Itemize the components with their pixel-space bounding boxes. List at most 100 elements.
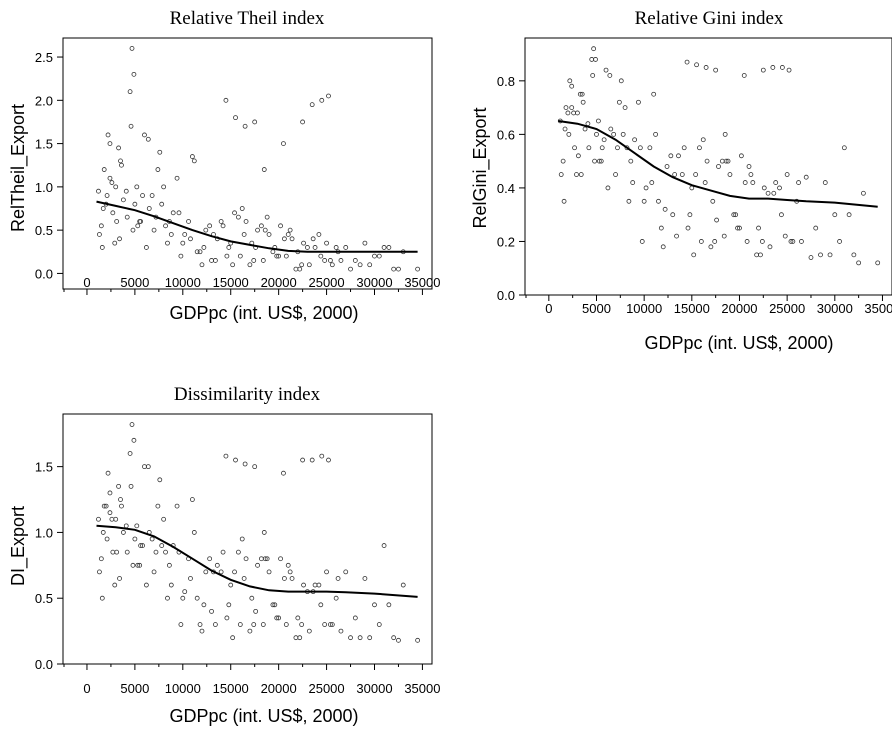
data-point (140, 543, 145, 548)
data-point (197, 249, 203, 255)
x-tick-label: 35000 (404, 681, 440, 696)
data-point (218, 569, 224, 575)
data-point (758, 252, 763, 258)
data-point (197, 622, 203, 627)
data-point (129, 45, 135, 51)
data-point (672, 172, 678, 177)
data-point (637, 145, 643, 151)
data-point (391, 635, 397, 641)
data-point (560, 158, 566, 164)
x-axis-label: GDPpc (int. US$, 2000) (169, 303, 358, 323)
data-point (110, 210, 116, 216)
data-point (140, 193, 145, 198)
data-point (620, 131, 626, 137)
y-tick-label: 0.0 (35, 657, 53, 672)
data-point (120, 197, 126, 203)
data-point (131, 71, 137, 77)
data-point (685, 225, 691, 231)
data-point (723, 158, 729, 164)
data-point (233, 115, 238, 121)
data-point (719, 158, 725, 164)
data-point (691, 252, 697, 258)
y-tick-label: 0.2 (497, 234, 515, 249)
data-point (135, 562, 141, 568)
data-point (301, 582, 306, 588)
data-point (400, 582, 406, 588)
data-point (299, 262, 305, 268)
data-point (151, 569, 157, 575)
y-axis-label: DI_Export (8, 506, 29, 586)
data-point (260, 622, 266, 627)
data-point (300, 457, 306, 463)
data-point (319, 97, 325, 103)
data-point (251, 258, 257, 263)
data-point (381, 245, 387, 250)
x-tick-label: 15000 (213, 275, 249, 290)
data-point (643, 185, 649, 191)
data-point (727, 172, 733, 177)
data-point (261, 167, 267, 172)
data-point (759, 239, 765, 244)
data-point (201, 602, 207, 608)
y-tick-label: 1.5 (35, 460, 53, 475)
data-point (615, 145, 620, 151)
x-tick-label: 30000 (356, 275, 392, 290)
x-axis-label: GDPpc (int. US$, 2000) (169, 706, 358, 726)
data-point (252, 119, 258, 125)
data-point (137, 562, 143, 568)
y-tick-label: 1.0 (35, 525, 53, 540)
data-point (98, 223, 104, 229)
data-point (596, 118, 601, 124)
x-tick-label: 15000 (213, 681, 249, 696)
data-point (247, 262, 253, 268)
chart-title: Relative Theil index (170, 8, 325, 29)
y-tick-label: 1.0 (35, 180, 53, 195)
data-point (618, 78, 624, 84)
x-tick-label: 0 (83, 681, 90, 696)
x-tick-label: 10000 (165, 681, 201, 696)
x-tick-label: 25000 (769, 301, 805, 316)
relative-theil-panel: Relative Theil index GDPpc (int. US$, 20… (8, 8, 440, 323)
data-point (242, 123, 248, 129)
data-point (328, 258, 333, 263)
data-point (278, 223, 283, 229)
data-point (563, 105, 569, 111)
y-tick-label: 0.0 (497, 288, 515, 303)
data-point (770, 65, 776, 70)
data-point (603, 67, 609, 73)
data-point (566, 131, 572, 137)
data-point (716, 164, 721, 169)
data-point (101, 167, 107, 172)
data-point (237, 622, 243, 627)
data-point (790, 239, 796, 244)
data-point (135, 223, 141, 229)
data-point (324, 240, 329, 246)
x-tick-label: 25000 (308, 681, 344, 696)
data-point (750, 180, 756, 185)
data-point (737, 225, 742, 231)
data-point (607, 73, 613, 78)
relative-gini-panel: Relative Gini index GDPpc (int. US$, 200… (470, 8, 892, 353)
data-point (174, 503, 180, 509)
data-point (773, 180, 779, 185)
data-point (796, 180, 801, 185)
plot-frame (62, 413, 433, 665)
data-point (861, 190, 866, 196)
chart-title: Relative Gini index (635, 8, 784, 29)
data-point (396, 266, 401, 272)
data-point (616, 99, 622, 105)
data-point (104, 536, 110, 542)
data-point (786, 67, 792, 73)
data-point (113, 516, 119, 522)
data-point (656, 198, 661, 204)
data-point (679, 172, 685, 177)
data-point (343, 569, 349, 575)
dissimilarity-panel: Dissimilarity index GDPpc (int. US$, 200… (8, 384, 440, 726)
data-point (310, 236, 316, 242)
data-point (145, 464, 151, 470)
x-tick-label: 5000 (120, 681, 149, 696)
data-point (712, 239, 718, 244)
y-tick-label: 0.5 (35, 223, 53, 238)
x-tick-label: 35000 (864, 301, 892, 316)
data-point (681, 145, 687, 151)
